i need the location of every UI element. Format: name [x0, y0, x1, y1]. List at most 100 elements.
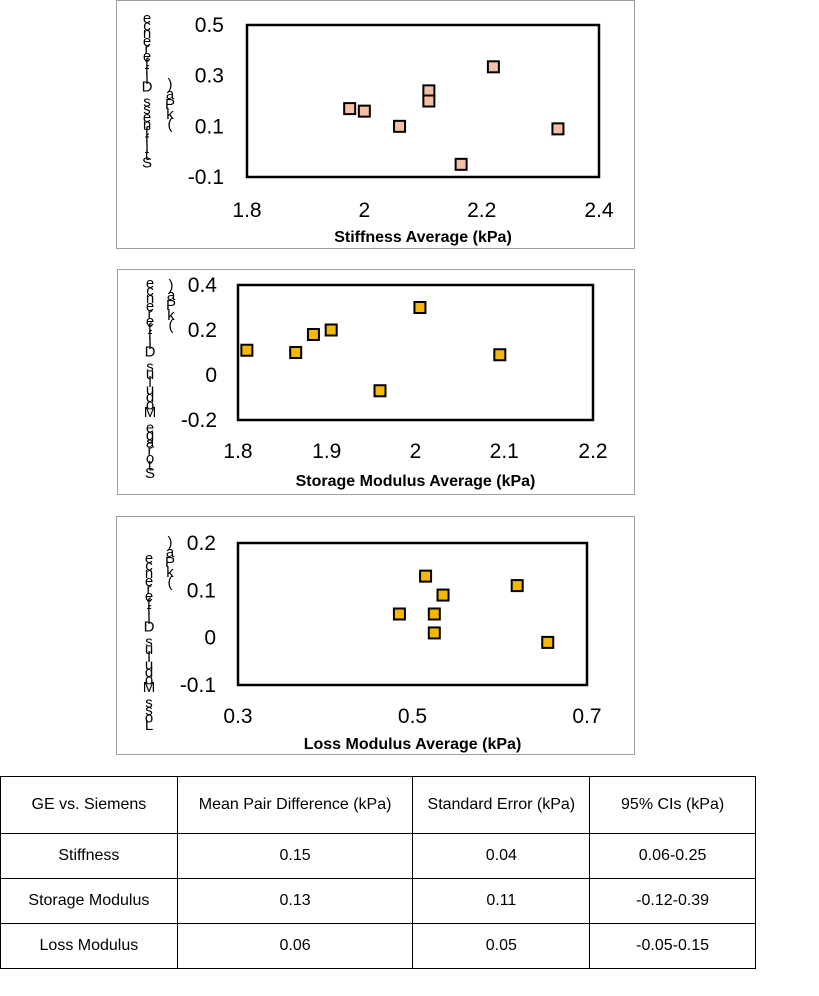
y-axis-label-char: o	[145, 672, 153, 689]
y-axis-label-char: e	[143, 109, 151, 126]
data-point	[541, 635, 555, 649]
y-axis-label-char: )	[168, 76, 173, 93]
y-axis-label-char: D	[144, 618, 155, 635]
y-axis-label-char: d	[146, 389, 154, 406]
y-axis-label-char: a	[166, 86, 175, 103]
x-tick-label: 2	[410, 440, 422, 463]
y-axis-label-char: e	[143, 10, 151, 27]
y-axis-label-char: f	[148, 321, 153, 338]
x-tick-label: 0.3	[223, 705, 252, 728]
y-axis-label-char: e	[145, 550, 153, 567]
y-axis-label-char: o	[146, 397, 154, 414]
loss-modulus-chart-panel: 0.2 0.1 0 -0.1 0.3 0.5 0.7 Loss Modulus Average…	[116, 516, 635, 755]
y-axis-label-char: r	[148, 442, 153, 459]
x-tick-label: 1.9	[312, 440, 341, 463]
y-axis-unit-label: )aPk(	[165, 76, 175, 133]
y-axis-label-char: )	[169, 277, 174, 294]
y-axis-label-char: i	[147, 611, 150, 628]
x-tick-label: 1.8	[232, 199, 261, 222]
y-axis-label-char: k	[166, 564, 174, 581]
x-axis-label: Loss Modulus Average (kPa)	[304, 736, 522, 753]
x-tick-label: 1.8	[223, 440, 252, 463]
y-axis-label-char: c	[146, 283, 154, 300]
table-row: Loss Modulus 0.06 0.05 -0.05-0.15	[0, 923, 756, 969]
y-axis-label-char: s	[143, 101, 151, 118]
y-axis-label-char: i	[145, 71, 148, 88]
data-point	[289, 346, 303, 359]
y-axis-label-char: M	[144, 404, 157, 421]
y-axis-label-char: f	[145, 124, 150, 141]
y-axis-label-char: r	[148, 305, 153, 322]
loss-modulus-scatter-plot: 0.2 0.1 0 -0.1 0.3 0.5 0.7 Loss Modulus Average…	[143, 532, 602, 753]
data-point	[357, 104, 371, 118]
storage-modulus-chart-panel: 0.4 0.2 0 -0.2 1.8 1.9 2 2.1 2.2 Storage Modulus …	[117, 269, 635, 495]
y-axis-label-char: e	[146, 313, 154, 330]
data-point	[422, 94, 436, 108]
data-point	[427, 626, 441, 640]
table-header-cell: Standard Error (kPa)	[412, 776, 591, 834]
y-axis-label-char: D	[142, 78, 153, 95]
y-tick-label: 0.2	[187, 532, 216, 555]
y-axis-label-char: f	[148, 328, 153, 345]
table-cell: 0.11	[412, 878, 591, 924]
y-axis-label-char: (	[169, 317, 174, 334]
table-row: Stiffness 0.15 0.04 0.06-0.25	[0, 833, 756, 879]
y-axis-label-char: e	[143, 48, 151, 65]
y-axis-label-char: c	[143, 18, 151, 35]
table-cell: 0.06-0.25	[589, 833, 756, 879]
y-axis-label-char: n	[143, 25, 151, 42]
y-axis-label-char: e	[146, 419, 154, 436]
y-axis-label-char: f	[147, 596, 152, 613]
data-point	[436, 588, 450, 602]
y-axis-label-char: u	[145, 641, 153, 658]
data-point	[486, 60, 500, 74]
data-point	[306, 328, 320, 341]
x-tick-label: 0.5	[398, 705, 427, 728]
table-cell: 0.15	[176, 833, 414, 879]
y-axis-label-char: e	[145, 573, 153, 590]
y-axis-label-char: f	[145, 132, 150, 149]
y-axis-label-char: r	[145, 40, 150, 57]
x-axis-label: Storage Modulus Average (kPa)	[296, 473, 536, 490]
y-axis-label-char: P	[166, 297, 176, 314]
comparison-table: GE vs. Siemens Mean Pair Difference (kPa…	[0, 776, 756, 969]
y-axis-label-char: P	[165, 96, 175, 113]
y-tick-label: 0	[204, 627, 216, 650]
y-tick-label: -0.2	[181, 409, 217, 432]
y-axis-label-char: i	[145, 139, 148, 156]
y-axis-label-char: s	[143, 94, 151, 111]
data-point	[240, 343, 254, 357]
data-point	[510, 579, 524, 593]
data-point	[393, 119, 407, 133]
y-tick-label: -0.1	[180, 674, 216, 697]
y-axis-label-char: L	[145, 717, 153, 734]
table-header-row: GE vs. Siemens Mean Pair Difference (kPa…	[0, 776, 756, 834]
y-axis-label-char: P	[165, 554, 175, 571]
y-axis-label-char: s	[146, 359, 154, 376]
y-axis-label-char: s	[145, 634, 153, 651]
y-axis-label-char: e	[143, 33, 151, 50]
y-axis-label-char: e	[146, 298, 154, 315]
y-tick-label: 0.1	[195, 115, 224, 138]
y-axis-label-char: f	[145, 63, 150, 80]
table-cell: 0.04	[412, 833, 591, 879]
y-tick-label: 0.1	[187, 579, 216, 602]
y-tick-label: 0	[205, 364, 217, 387]
y-axis-unit-label: )aPk(	[166, 277, 176, 334]
x-tick-label: 2	[358, 199, 370, 222]
plot-area-frame	[236, 283, 595, 422]
y-axis-label-char: u	[145, 656, 153, 673]
y-axis-label-char: n	[146, 290, 154, 307]
table-row: Storage Modulus 0.13 0.11 -0.12-0.39	[0, 878, 756, 924]
table-cell: -0.12-0.39	[589, 878, 756, 924]
y-axis-label-char: u	[146, 366, 154, 383]
data-point	[493, 348, 507, 362]
y-axis-label-char: r	[147, 580, 152, 597]
data-point	[551, 122, 565, 136]
y-axis-label-char: s	[145, 694, 153, 711]
y-tick-label: -0.1	[188, 166, 224, 189]
y-axis-label-char: D	[145, 343, 156, 360]
